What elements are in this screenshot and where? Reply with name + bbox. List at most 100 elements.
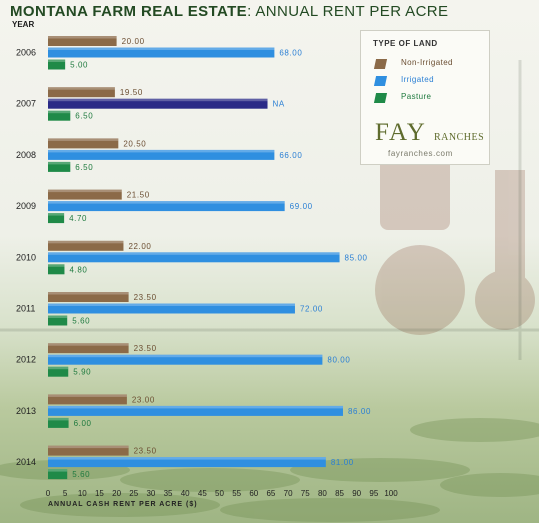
bar-highlight-pasture-2014 (48, 469, 68, 472)
value-label-irrigated-2008: 66.00 (279, 151, 302, 160)
bar-highlight-non-irrigated-2011 (48, 292, 129, 295)
bar-irrigated-2010 (48, 252, 340, 263)
y-axis-title: YEAR (12, 20, 35, 29)
value-label-irrigated-2014: 81.00 (331, 458, 354, 467)
bars (48, 36, 343, 480)
bar-non-irrigated-2006 (48, 36, 117, 46)
value-label-non-irrigated-2011: 23.50 (134, 293, 157, 302)
bar-highlight-pasture-2006 (48, 59, 66, 62)
bar-highlight-irrigated-2010 (48, 252, 340, 255)
bar-highlight-pasture-2012 (48, 366, 69, 370)
x-tick-0: 0 (46, 489, 51, 498)
bar-pasture-2014 (48, 469, 68, 480)
value-label-irrigated-2010: 85.00 (345, 253, 368, 262)
value-label-non-irrigated-2014: 23.50 (134, 447, 157, 456)
value-label-pasture-2012: 5.90 (73, 368, 91, 377)
bar-irrigated-2006 (48, 47, 275, 58)
bar-highlight-non-irrigated-2012 (48, 343, 129, 346)
x-tick-30: 30 (146, 489, 155, 498)
year-label-2007: 2007 (16, 99, 36, 109)
bar-highlight-irrigated-2008 (48, 149, 275, 153)
value-label-irrigated-2009: 69.00 (290, 202, 313, 211)
value-label-non-irrigated-2006: 20.00 (122, 37, 145, 46)
x-tick-45: 45 (198, 489, 207, 498)
x-tick-100: 100 (384, 489, 398, 498)
year-label-2011: 2011 (16, 304, 35, 314)
legend-swatch-non-irrigated (373, 59, 388, 69)
bar-highlight-non-irrigated-2008 (48, 138, 119, 141)
year-label-2012: 2012 (16, 355, 36, 365)
bar-irrigated-2014 (48, 457, 326, 468)
bar-highlight-irrigated-2013 (48, 405, 343, 409)
value-label-non-irrigated-2008: 20.50 (123, 139, 146, 148)
bar-highlight-irrigated-2007 (48, 98, 268, 102)
value-label-non-irrigated-2012: 23.50 (134, 344, 157, 353)
legend-label-irrigated: Irrigated (401, 75, 434, 84)
bar-highlight-pasture-2007 (48, 110, 71, 114)
x-tick-55: 55 (232, 489, 241, 498)
bar-irrigated-2013 (48, 405, 343, 416)
year-label-2009: 2009 (16, 201, 36, 211)
bar-non-irrigated-2010 (48, 240, 124, 251)
bar-highlight-pasture-2008 (48, 161, 71, 165)
x-tick-25: 25 (129, 489, 138, 498)
legend: TYPE OF LAND Non-Irrigated Irrigated Pas… (360, 30, 490, 165)
bar-non-irrigated-2008 (48, 138, 119, 149)
x-axis-ticks: 0 5 10 15 20 25 30 35 40 45 50 55 60 65 70 75 80 85 90 95 10… (46, 489, 398, 498)
logo-sub: RANCHES (434, 132, 485, 143)
x-tick-90: 90 (352, 489, 361, 498)
value-label-irrigated-2006: 68.00 (279, 49, 302, 58)
bar-highlight-non-irrigated-2009 (48, 189, 122, 193)
bar-highlight-non-irrigated-2013 (48, 394, 127, 397)
bar-non-irrigated-2009 (48, 189, 122, 200)
value-label-irrigated-2012: 80.00 (327, 356, 350, 365)
x-tick-65: 65 (266, 489, 275, 498)
x-tick-35: 35 (164, 489, 173, 498)
year-label-2010: 2010 (16, 252, 36, 262)
legend-label-pasture: Pasture (401, 92, 432, 101)
x-tick-95: 95 (369, 489, 378, 498)
bar-pasture-2006 (48, 59, 66, 70)
bar-pasture-2013 (48, 417, 69, 428)
value-label-non-irrigated-2007: 19.50 (120, 88, 143, 97)
x-tick-15: 15 (95, 489, 104, 498)
value-label-irrigated-2011: 72.00 (300, 305, 323, 314)
bar-highlight-non-irrigated-2014 (48, 445, 129, 449)
chart-title: MONTANA FARM REAL ESTATE: ANNUAL RENT PE… (10, 3, 448, 20)
bar-non-irrigated-2013 (48, 394, 127, 405)
bar-irrigated-2011 (48, 303, 295, 314)
bar-highlight-irrigated-2012 (48, 354, 323, 358)
x-tick-70: 70 (284, 489, 293, 498)
year-label-2008: 2008 (16, 150, 36, 160)
bar-irrigated-2007 (48, 98, 268, 109)
x-tick-5: 5 (63, 489, 68, 498)
value-label-pasture-2011: 5.60 (72, 317, 90, 326)
bar-highlight-irrigated-2014 (48, 457, 326, 460)
x-tick-80: 80 (318, 489, 327, 498)
legend-swatch-irrigated (373, 76, 388, 86)
fay-ranches-logo: FAY RANCHES fayranches.com (375, 119, 484, 161)
bar-irrigated-2009 (48, 201, 285, 212)
year-label-2006: 2006 (16, 48, 36, 58)
chart-title-main: MONTANA FARM REAL ESTATE (10, 3, 248, 20)
value-label-non-irrigated-2009: 21.50 (127, 191, 150, 200)
value-label-pasture-2006: 5.00 (70, 61, 88, 70)
legend-label-non-irrigated: Non-Irrigated (401, 58, 453, 67)
value-label-pasture-2010: 4.80 (69, 265, 87, 274)
value-label-pasture-2008: 6.50 (75, 163, 93, 172)
bar-irrigated-2008 (48, 149, 275, 160)
bar-highlight-pasture-2011 (48, 315, 68, 318)
value-label-irrigated-2007: NA (273, 100, 285, 109)
value-label-pasture-2013: 6.00 (74, 419, 92, 428)
bar-highlight-pasture-2009 (48, 213, 65, 216)
x-tick-60: 60 (249, 489, 258, 498)
bar-non-irrigated-2012 (48, 343, 129, 354)
bar-pasture-2008 (48, 161, 71, 172)
legend-title: TYPE OF LAND (373, 39, 438, 48)
chart-title-sub: : ANNUAL RENT PER ACRE (247, 3, 449, 20)
bar-non-irrigated-2007 (48, 87, 115, 98)
bar-pasture-2009 (48, 213, 65, 224)
bar-highlight-pasture-2010 (48, 264, 65, 267)
bar-highlight-non-irrigated-2006 (48, 36, 117, 39)
